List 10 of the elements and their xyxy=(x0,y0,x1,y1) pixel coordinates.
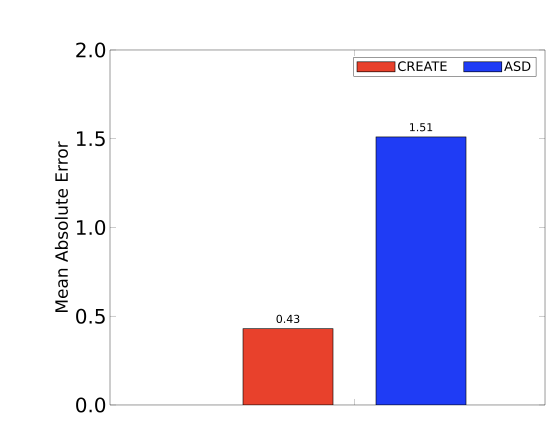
y-tick-label: 1.5 xyxy=(76,131,105,146)
y-tick-label: 0.0 xyxy=(76,397,106,413)
legend-label: ASD xyxy=(504,61,530,72)
data-label: 0.43 xyxy=(276,314,300,324)
legend-label: CREATE xyxy=(398,61,447,72)
y-tick-label: 0.5 xyxy=(76,308,105,324)
data-label: 1.51 xyxy=(410,123,432,132)
y-tick-label: 1.0 xyxy=(76,220,106,236)
y-tick-label: 2.0 xyxy=(76,42,106,58)
y-axis-title: Mean Absolute Error xyxy=(54,141,68,312)
